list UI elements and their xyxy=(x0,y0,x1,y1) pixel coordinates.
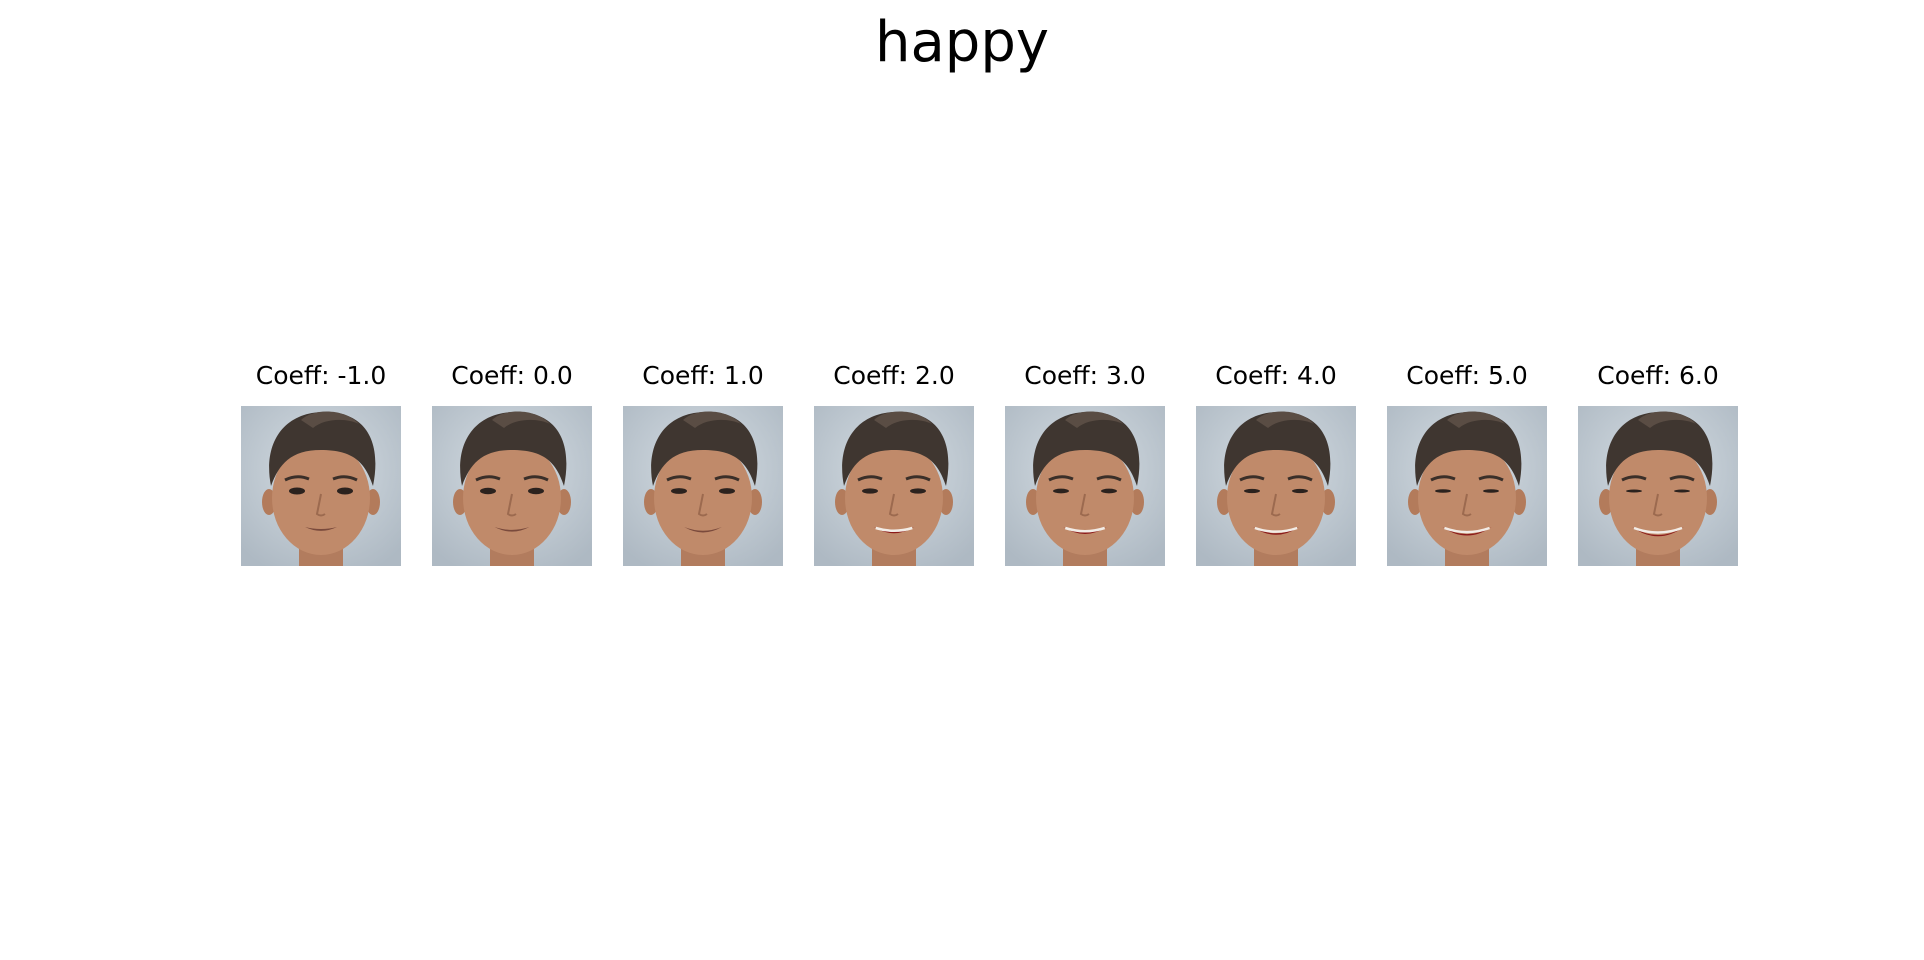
face-panel-coeff-5: Coeff: 5.0 xyxy=(1387,358,1547,566)
face-panel-coeff-0: Coeff: 0.0 xyxy=(432,358,592,566)
figure-title: happy xyxy=(874,10,1050,75)
panel-title: Coeff: 2.0 xyxy=(833,361,955,390)
face-photo xyxy=(1005,406,1165,566)
face-panel-coeff-1: Coeff: 1.0 xyxy=(623,358,783,566)
panel-title: Coeff: 5.0 xyxy=(1406,361,1528,390)
face-photo xyxy=(432,406,592,566)
face-photo xyxy=(1387,406,1547,566)
face-photo xyxy=(814,406,974,566)
panel-title: Coeff: 6.0 xyxy=(1597,361,1719,390)
face-panel-coeff-6: Coeff: 6.0 xyxy=(1578,358,1738,566)
panel-title: Coeff: 4.0 xyxy=(1215,361,1337,390)
face-photo xyxy=(623,406,783,566)
panel-title: Coeff: 3.0 xyxy=(1024,361,1146,390)
face-photo xyxy=(1578,406,1738,566)
face-photo xyxy=(241,406,401,566)
panel-title: Coeff: 0.0 xyxy=(451,361,573,390)
panel-title: Coeff: 1.0 xyxy=(642,361,764,390)
face-panel-coeff-neg1: Coeff: -1.0 xyxy=(241,358,401,566)
face-panel-coeff-3: Coeff: 3.0 xyxy=(1005,358,1165,566)
panel-title: Coeff: -1.0 xyxy=(255,361,387,390)
face-photo xyxy=(1196,406,1356,566)
face-panel-coeff-4: Coeff: 4.0 xyxy=(1196,358,1356,566)
face-panel-coeff-2: Coeff: 2.0 xyxy=(814,358,974,566)
